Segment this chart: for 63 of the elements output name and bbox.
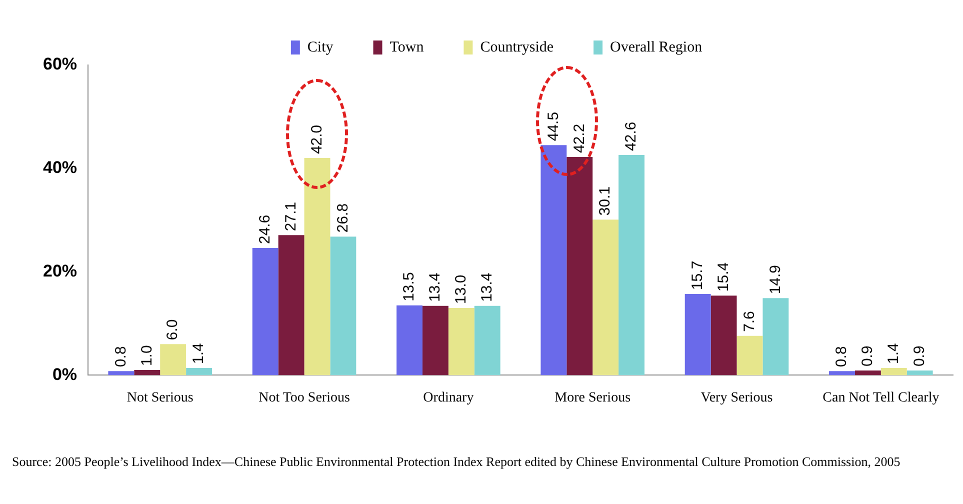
bar — [736, 336, 763, 376]
bar — [880, 368, 907, 376]
data-label: 0.9 — [910, 346, 928, 367]
data-label: 0.9 — [859, 346, 876, 367]
data-label: 15.7 — [688, 260, 706, 290]
bar — [684, 294, 711, 376]
data-label: 1.4 — [190, 343, 208, 364]
x-tick-label: Not Too Serious — [258, 390, 350, 406]
bar — [854, 370, 881, 376]
bar — [762, 298, 789, 376]
data-label: 0.8 — [833, 346, 850, 368]
bar — [396, 305, 422, 376]
x-tick-label: Can Not Tell Clearly — [822, 390, 940, 406]
bar — [160, 344, 186, 376]
data-label: 13.0 — [452, 274, 470, 304]
bar — [474, 306, 500, 376]
data-label: 13.4 — [426, 272, 444, 302]
bar — [710, 296, 737, 376]
bar — [186, 368, 212, 376]
data-label: 1.0 — [138, 345, 156, 366]
bar — [592, 220, 619, 376]
y-tick-label: 40% — [42, 158, 78, 178]
legend-label: Town — [390, 39, 424, 56]
bar — [448, 308, 474, 376]
legend-label: City — [307, 39, 334, 56]
data-label: 42.0 — [308, 124, 326, 154]
data-label: 7.6 — [740, 311, 758, 332]
data-label: 26.8 — [334, 203, 352, 233]
data-label: 13.5 — [400, 272, 418, 302]
data-label: 42.6 — [622, 122, 640, 151]
bar — [566, 157, 593, 376]
data-label: 13.4 — [478, 272, 496, 302]
source-note: Source: 2005 People’s Livelihood Index—Chinese Public Environmental Protection Index Report edited by Chinese Environmental Culture Promotion Commission, 2005 — [12, 453, 902, 471]
y-tick-label: 0% — [52, 364, 78, 384]
data-label: 42.2 — [570, 124, 588, 154]
x-tick-label: Not Serious — [126, 390, 194, 406]
bar — [422, 306, 448, 376]
data-label: 14.9 — [766, 264, 784, 294]
x-tick-label: Ordinary — [423, 390, 474, 406]
bar — [906, 370, 933, 376]
bar — [252, 248, 278, 376]
bar — [278, 235, 304, 376]
data-label: 6.0 — [164, 319, 182, 340]
bar — [304, 158, 330, 376]
y-tick-label: 20% — [42, 261, 78, 280]
bar — [330, 236, 356, 376]
data-label: 30.1 — [596, 186, 614, 216]
bar — [829, 371, 855, 376]
legend-label: Overall Region — [610, 39, 703, 56]
data-label: 24.6 — [256, 214, 274, 244]
y-tick-label: 60% — [42, 54, 78, 74]
bar — [134, 370, 160, 376]
data-label: 0.8 — [112, 346, 130, 368]
data-label: 27.1 — [282, 202, 300, 232]
bar — [540, 145, 567, 376]
bar — [618, 154, 644, 376]
legend-label: Countryside — [480, 39, 554, 56]
data-label: 15.4 — [714, 262, 732, 292]
x-tick-label: Very Serious — [700, 390, 773, 406]
data-label: 1.4 — [885, 343, 902, 364]
x-tick-label: More Serious — [554, 390, 631, 406]
data-label: 44.5 — [544, 112, 562, 142]
bar — [108, 371, 134, 376]
